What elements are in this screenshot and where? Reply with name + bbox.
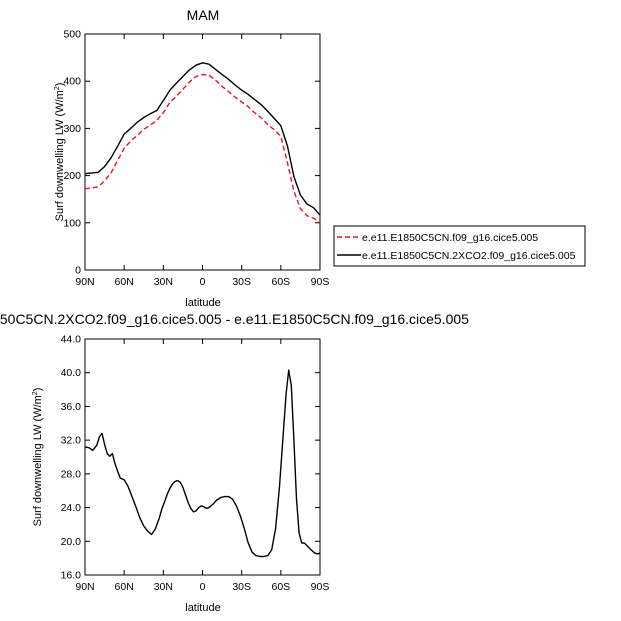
top-x-tick-label: 60S <box>271 276 290 288</box>
bottom-y-tick-label: 40.0 <box>61 367 82 379</box>
bottom-y-ticks: 16.0 20.0 24.0 28.0 32.0 36.0 40.0 44.0 <box>61 334 320 582</box>
bottom-plot-frame <box>84 338 321 576</box>
bottom-chart: e.e11.E1850C5CN.2XCO2.f09_g16.cice5.005 … <box>0 311 469 614</box>
top-x-tick-label: 30S <box>232 276 251 288</box>
bottom-x-tick-label: 60S <box>271 581 290 593</box>
top-plot-frame <box>84 33 321 271</box>
top-x-tick-label: 0 <box>200 276 206 288</box>
top-series-line-0 <box>84 73 321 224</box>
top-y-tick-label: 400 <box>63 76 81 88</box>
top-y-tick-label: 200 <box>63 170 81 182</box>
bottom-y-tick-label: 16.0 <box>61 570 82 582</box>
bottom-y-tick-label: 32.0 <box>61 435 82 447</box>
bottom-x-tick-label: 90N <box>75 581 94 593</box>
bottom-x-axis-label: latitude <box>185 602 220 614</box>
bottom-chart-title: e.e11.E1850C5CN.2XCO2.f09_g16.cice5.005 … <box>0 311 469 327</box>
bottom-x-tick-label: 30S <box>232 581 251 593</box>
legend-label-control: e.e11.E1850C5CN.f09_g16.cice5.005 <box>362 232 538 244</box>
bottom-x-tick-label: 90S <box>311 581 330 593</box>
top-y-tick-label: 0 <box>75 265 81 277</box>
top-chart-title: MAM <box>187 7 220 23</box>
bottom-series-lines <box>84 369 321 558</box>
top-y-tick-label: 300 <box>63 123 81 135</box>
top-series-lines <box>84 62 321 224</box>
top-y-axis-label: Surf downwelling LW (W/m2) <box>54 83 66 222</box>
top-x-tick-label: 90S <box>311 276 330 288</box>
bottom-y-tick-label: 36.0 <box>61 401 82 413</box>
bottom-x-ticks: 90N 60N 30N 0 30S 60S 90S <box>75 339 329 593</box>
bottom-x-tick-label: 30N <box>154 581 173 593</box>
top-x-tick-label: 60N <box>115 276 134 288</box>
top-x-ticks: 90N 60N 30N 0 30S 60S 90S <box>75 34 329 288</box>
top-series-line-1 <box>84 62 321 216</box>
bottom-x-tick-label: 60N <box>115 581 134 593</box>
top-y-tick-label: 100 <box>63 217 81 229</box>
bottom-y-tick-label: 20.0 <box>61 536 82 548</box>
legend: e.e11.E1850C5CN.f09_g16.cice5.005 e.e11.… <box>333 225 586 267</box>
legend-box <box>333 225 586 267</box>
bottom-x-tick-label: 0 <box>200 581 206 593</box>
bottom-y-axis-label: Surf downwelling LW (W/m2) <box>32 388 44 527</box>
bottom-series-line-0 <box>84 369 321 558</box>
bottom-y-tick-label: 24.0 <box>61 502 82 514</box>
bottom-y-tick-label: 44.0 <box>61 334 82 346</box>
top-x-axis-label: latitude <box>185 297 220 309</box>
top-x-tick-label: 90N <box>75 276 94 288</box>
top-y-ticks: 0 100 200 300 400 500 <box>63 29 320 277</box>
legend-label-2xco2: e.e11.E1850C5CN.2XCO2.f09_g16.cice5.005 <box>362 250 576 262</box>
top-y-tick-label: 500 <box>63 29 81 41</box>
bottom-y-tick-label: 28.0 <box>61 468 82 480</box>
top-chart: MAM 0 100 200 300 400 500 90N 60N 30N 0 30S 60S 90S… <box>54 7 586 309</box>
top-x-tick-label: 30N <box>154 276 173 288</box>
